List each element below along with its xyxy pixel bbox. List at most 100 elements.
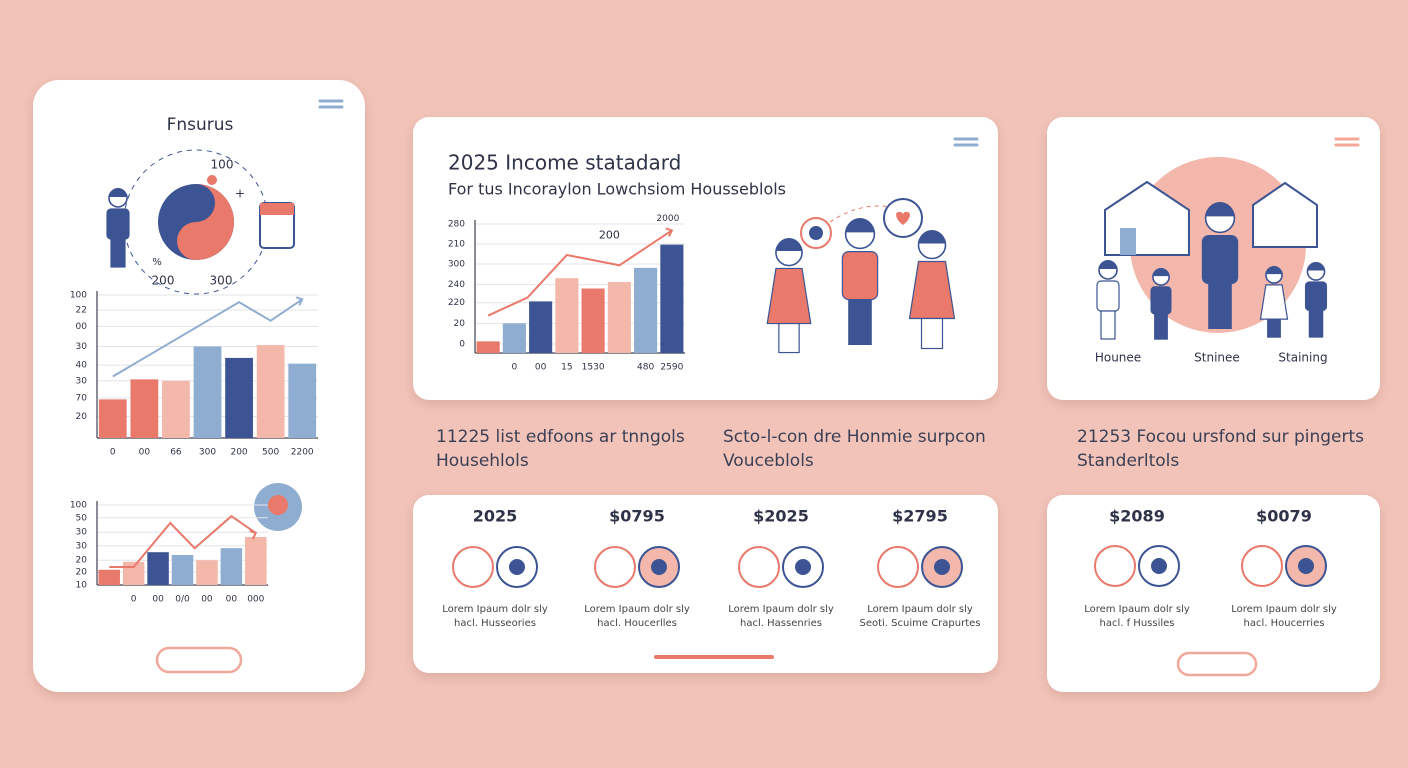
bar (220, 548, 243, 585)
person (908, 230, 956, 350)
bar (193, 346, 222, 438)
stat-text: Lorem Ipaum dolr sly (1231, 604, 1337, 615)
house (1252, 181, 1318, 248)
x-tick-label: 15 (561, 363, 572, 373)
illustration-label: 300 (210, 274, 233, 288)
y-tick-label: 50 (76, 513, 88, 523)
illustration-label: % (152, 257, 162, 268)
person (1304, 262, 1328, 338)
main-subtitle: For tus Incoraylon Lowchsiom Housseblols (448, 180, 786, 199)
menu-icon (953, 137, 979, 147)
bar (147, 552, 169, 585)
legs (1154, 313, 1168, 340)
x-tick-label: 500 (262, 448, 279, 458)
person (1259, 266, 1289, 338)
torso (1096, 280, 1120, 312)
annotation: 2000 (656, 214, 679, 224)
home-button[interactable] (155, 646, 243, 674)
y-tick-label: 30 (76, 376, 88, 386)
dash (829, 205, 891, 223)
y-tick-label: 20 (454, 319, 466, 329)
stat-icon-dot (509, 559, 525, 575)
stats-right-card (1047, 495, 1380, 692)
stat-icon (1094, 545, 1136, 587)
hair (845, 218, 875, 233)
torso (1201, 235, 1239, 285)
stat-text: Lorem Ipaum dolr sly (1084, 604, 1190, 615)
y-tick-label: 20 (76, 556, 88, 566)
family-label: Stninee (1194, 351, 1240, 365)
badge-dot (268, 495, 288, 515)
bar (581, 288, 605, 353)
legs (1100, 310, 1116, 340)
x-tick-label: 0 (512, 363, 518, 373)
bar (476, 341, 500, 353)
legs (1267, 318, 1281, 338)
family-label: Staining (1278, 351, 1327, 365)
stat-icon (594, 546, 636, 588)
bar (196, 560, 218, 585)
trend-line (112, 298, 303, 378)
stat-icon (877, 546, 919, 588)
torso (1304, 281, 1328, 312)
family-label: Hounee (1095, 351, 1141, 365)
bar (607, 282, 631, 353)
arrow-head (249, 530, 258, 540)
x-tick-label: 00 (152, 595, 164, 605)
bar (98, 399, 127, 438)
main-illustration (800, 198, 923, 249)
person (1096, 260, 1120, 340)
x-tick-label: 000 (247, 595, 264, 605)
torso (841, 251, 879, 301)
stat-text: hacl. Husseories (454, 618, 536, 629)
stat-icon-dot (934, 559, 950, 575)
bar (660, 244, 684, 353)
torso (1150, 286, 1172, 315)
trend-line (109, 514, 257, 568)
illustration-label: + (235, 187, 245, 201)
x-tick-label: 200 (230, 448, 247, 458)
stat-value: $2795 (892, 507, 948, 526)
stat-text: Lorem Ipaum dolr sly (584, 604, 690, 615)
y-tick-label: 30 (76, 541, 88, 551)
hair (775, 238, 803, 252)
torso (106, 208, 130, 240)
person (1201, 201, 1239, 330)
legs (778, 322, 800, 354)
person (766, 238, 812, 354)
bar (256, 345, 285, 438)
bar (171, 555, 194, 585)
x-tick-label: 00 (139, 448, 151, 458)
stat-text: Seoti. Scuime Crapurtes (859, 618, 980, 629)
menu-icon (318, 99, 344, 109)
x-tick-label: 1530 (582, 363, 605, 373)
stat-text: Lorem Ipaum dolr sly (728, 604, 834, 615)
y-tick-label: 220 (448, 298, 465, 308)
x-tick-label: 00 (535, 363, 547, 373)
arrow-head (665, 227, 674, 237)
hair (1205, 201, 1235, 217)
stat-text: hacl. Houcerlles (597, 618, 677, 629)
y-tick-label: 280 (448, 220, 465, 230)
stat-text: Lorem Ipaum dolr sly (442, 604, 548, 615)
arrow-head (295, 296, 304, 306)
bubble-dot (809, 226, 823, 240)
bar (225, 357, 253, 438)
stat-value: $2089 (1109, 507, 1165, 526)
x-tick-label: 2590 (660, 363, 683, 373)
y-tick-label: 20 (76, 568, 88, 578)
bar (130, 379, 159, 438)
yin-yang-half (177, 184, 234, 260)
y-tick-label: 10 (76, 581, 88, 591)
stat-text: hacl. Hassenries (740, 618, 822, 629)
action-button[interactable] (1176, 651, 1258, 677)
heart (896, 211, 910, 225)
stat-icon-dot (795, 559, 811, 575)
bar (162, 380, 190, 438)
y-tick-label: 0 (459, 339, 465, 349)
dress (766, 267, 812, 325)
stat-icon (738, 546, 780, 588)
door (1120, 228, 1136, 255)
